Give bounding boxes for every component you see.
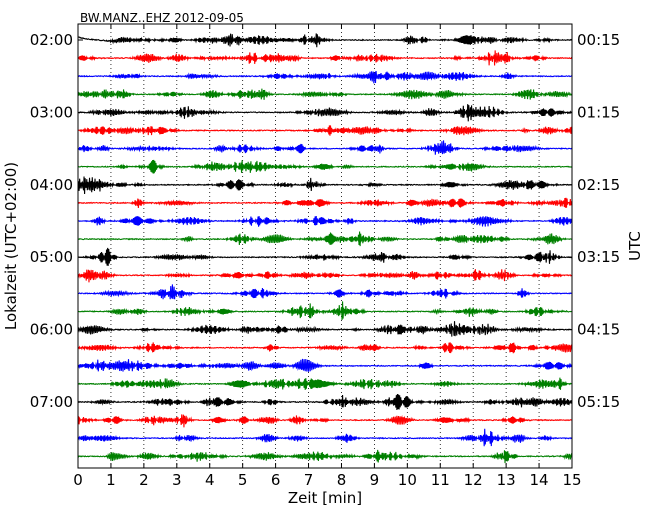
seismogram-trace (77, 176, 573, 195)
y-axis-title-right: UTC (626, 231, 644, 261)
x-tick-label: 14 (530, 471, 549, 489)
traces (77, 33, 573, 464)
plot-frame (77, 23, 573, 469)
seismogram-trace (77, 104, 573, 122)
x-tick-label: 8 (337, 471, 347, 489)
y-tick-label-right: 03:15 (577, 248, 620, 266)
plot-area (78, 24, 572, 468)
seismogram-trace (77, 377, 573, 390)
y-tick-label-right: 02:15 (577, 176, 620, 194)
x-tick-label: 4 (205, 471, 215, 489)
y-tick-label-right: 04:15 (577, 321, 620, 339)
seismogram-trace (77, 197, 573, 208)
x-tick-label: 5 (238, 471, 248, 489)
y-axis-ticks: 02:00 03:00 04:00 05:00 06:00 07:00 00:15 01:15… (30, 31, 620, 411)
seismogram-trace (77, 342, 573, 354)
y-tick-label-left: 05:00 (30, 248, 73, 266)
chart-title: BW.MANZ..EHZ 2012-09-05 (80, 11, 244, 25)
y-axis-title-left: Lokalzeit (UTC+02:00) (2, 162, 20, 330)
seismogram-trace (77, 269, 573, 283)
x-tick-label: 2 (139, 471, 149, 489)
y-tick-label-left: 07:00 (30, 393, 73, 411)
x-axis-ticks: 0 1 2 3 4 5 6 7 8 9 10 11 12 13 14 15 (73, 24, 582, 489)
y-tick-label-left: 03:00 (30, 103, 73, 121)
seismogram-trace (77, 33, 573, 48)
x-tick-label: 13 (497, 471, 516, 489)
seismogram-trace (77, 301, 573, 321)
x-tick-label: 1 (106, 471, 116, 489)
x-tick-label: 11 (431, 471, 450, 489)
x-tick-label: 10 (398, 471, 417, 489)
seismogram-trace (77, 414, 573, 428)
seismogram-trace (77, 125, 573, 136)
x-tick-label: 15 (562, 471, 581, 489)
seismogram-trace (77, 428, 573, 447)
seismogram-trace (77, 284, 573, 300)
seismogram-trace (77, 393, 573, 411)
y-tick-label-left: 02:00 (30, 31, 73, 49)
seismogram-trace (77, 71, 573, 84)
seismogram-trace (77, 358, 573, 372)
y-tick-label-right: 00:15 (577, 31, 620, 49)
y-tick-label-right: 05:15 (577, 393, 620, 411)
x-tick-label: 9 (370, 471, 380, 489)
x-tick-label: 0 (73, 471, 83, 489)
y-tick-label-left: 04:00 (30, 176, 73, 194)
x-tick-label: 3 (172, 471, 182, 489)
y-tick-label-right: 01:15 (577, 103, 620, 121)
x-tick-label: 6 (271, 471, 281, 489)
x-tick-label: 12 (464, 471, 483, 489)
y-tick-label-left: 06:00 (30, 321, 73, 339)
seismogram-trace (77, 247, 573, 266)
seismogram-trace (77, 215, 573, 227)
seismogram-trace (77, 140, 573, 155)
seismogram-trace (77, 88, 573, 100)
seismogram-trace (77, 231, 573, 247)
x-axis-title: Zeit [min] (288, 489, 362, 507)
x-tick-label: 7 (304, 471, 314, 489)
seismogram-trace (77, 321, 573, 337)
seismogram-trace (77, 159, 573, 174)
seismogram-trace (77, 449, 573, 464)
seismogram-trace (77, 50, 573, 66)
